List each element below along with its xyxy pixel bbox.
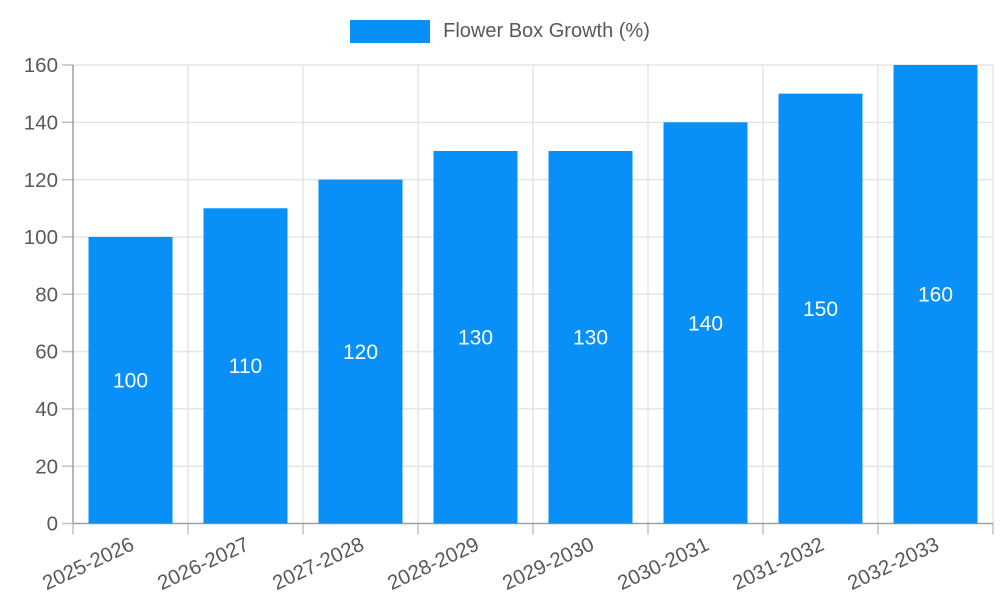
y-axis-tick-label: 0: [47, 513, 58, 536]
y-axis-tick-label: 120: [24, 169, 58, 192]
y-axis-tick-label: 140: [24, 111, 58, 134]
bar-value-label: 160: [918, 284, 953, 307]
bar: [548, 150, 633, 524]
x-axis-tick-label: 2031-2032: [729, 533, 828, 595]
y-axis-tick-label: 40: [35, 398, 58, 421]
bar-value-label: 150: [803, 298, 838, 321]
bar-value-label: 120: [343, 341, 378, 364]
y-axis-tick-label: 160: [24, 54, 58, 77]
x-axis-tick-label: 2032-2033: [844, 533, 943, 595]
bar: [778, 93, 863, 524]
bar: [663, 122, 748, 524]
x-axis-tick-label: 2028-2029: [384, 533, 483, 595]
y-axis-tick-label: 60: [35, 341, 58, 364]
x-axis-tick-label: 2025-2026: [39, 533, 138, 595]
bar: [433, 150, 518, 524]
y-axis-tick-label: 80: [35, 283, 58, 306]
bar-value-label: 100: [113, 370, 148, 393]
x-axis-tick-label: 2030-2031: [614, 533, 713, 595]
bar: [318, 179, 403, 524]
legend-item[interactable]: Flower Box Growth (%): [0, 20, 1000, 43]
bar: [893, 65, 978, 524]
legend-swatch: [350, 20, 431, 43]
bar-value-label: 140: [688, 312, 723, 335]
x-axis-tick-label: 2029-2030: [499, 533, 598, 595]
bar-value-label: 110: [229, 355, 262, 378]
bar: [203, 208, 288, 524]
bar: [88, 236, 173, 524]
legend-label: Flower Box Growth (%): [443, 20, 650, 42]
bar-value-label: 130: [573, 327, 608, 350]
x-axis-tick-label: 2026-2027: [154, 533, 253, 595]
bar-value-label: 130: [458, 327, 493, 350]
x-axis-tick-label: 2027-2028: [269, 533, 368, 595]
y-axis-tick-label: 20: [35, 455, 58, 478]
y-axis-tick-label: 100: [24, 226, 58, 249]
